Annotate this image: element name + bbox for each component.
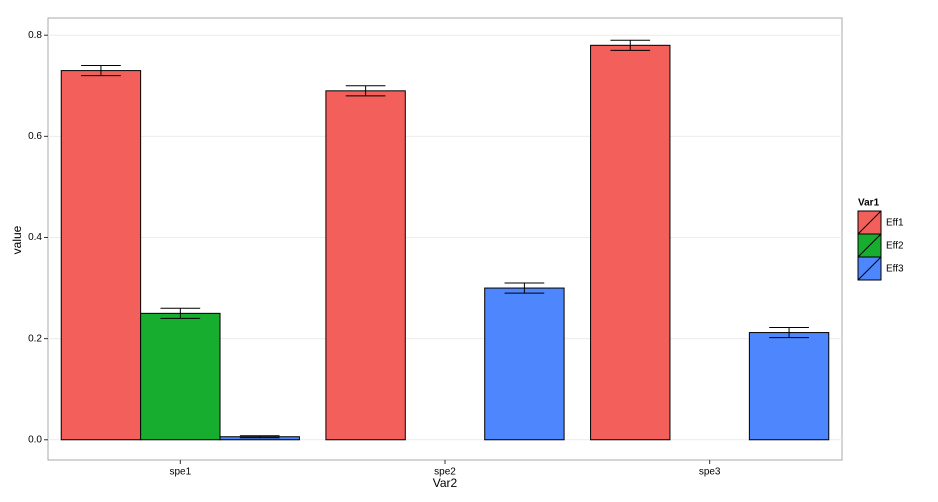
legend-label: Eff2 — [886, 241, 904, 252]
y-tick-label: 0.2 — [28, 333, 42, 344]
error-bar — [610, 39, 651, 51]
error-bar — [504, 282, 545, 294]
legend-key-slash — [857, 210, 882, 235]
bar — [325, 90, 406, 441]
error-bar — [769, 327, 809, 339]
y-axis-title: value — [10, 225, 24, 254]
error-bar — [345, 85, 386, 97]
error-bar — [239, 435, 280, 439]
bar — [590, 44, 671, 441]
error-bar — [160, 307, 201, 319]
legend-label: Eff3 — [886, 264, 904, 275]
bar — [60, 70, 142, 441]
x-tick-label: spe3 — [699, 467, 721, 478]
legend-key-slash — [857, 233, 882, 258]
error-bar — [81, 65, 121, 77]
x-axis-title: Var2 — [433, 476, 458, 490]
bar — [484, 287, 565, 441]
bar — [140, 312, 221, 441]
x-tick-label: spe2 — [434, 467, 456, 478]
legend-label: Eff1 — [886, 218, 904, 229]
legend-title: Var1 — [858, 198, 880, 209]
y-tick-label: 0.6 — [28, 131, 42, 142]
x-tick-label: spe1 — [169, 467, 191, 478]
legend-key-slash — [857, 256, 882, 281]
y-tick-label: 0.8 — [28, 30, 42, 41]
bar — [748, 332, 830, 441]
y-tick-label: 0.0 — [28, 434, 42, 445]
y-tick-label: 0.4 — [28, 232, 42, 243]
